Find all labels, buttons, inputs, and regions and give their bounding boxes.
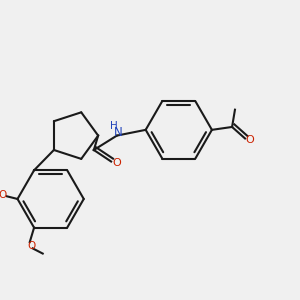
Text: N: N [114, 126, 123, 139]
Text: O: O [0, 190, 7, 200]
Text: O: O [27, 242, 35, 251]
Text: O: O [112, 158, 121, 168]
Text: H: H [110, 121, 117, 130]
Text: O: O [245, 135, 254, 145]
